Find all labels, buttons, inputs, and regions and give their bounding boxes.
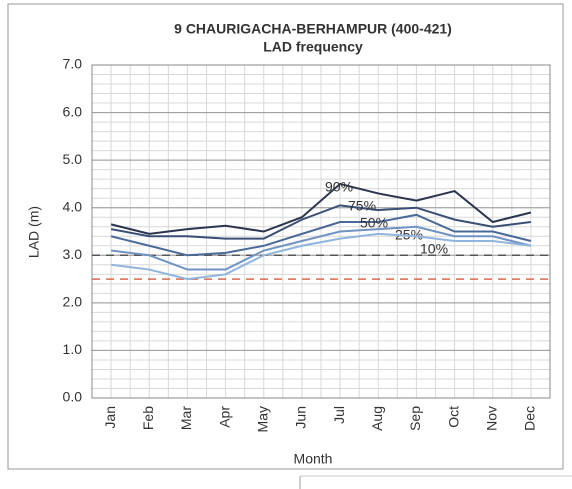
x-tick-label: Mar bbox=[178, 406, 194, 430]
y-tick-label: 3.0 bbox=[63, 246, 83, 262]
series-line bbox=[110, 204, 532, 240]
y-axis-label: LAD (m) bbox=[26, 206, 42, 258]
series-label: 10% bbox=[420, 241, 448, 257]
y-tick-label: 0.0 bbox=[63, 389, 83, 405]
series-line bbox=[110, 232, 532, 281]
x-tick-label: Feb bbox=[140, 406, 156, 430]
series-line bbox=[110, 213, 532, 257]
x-tick-label: Jul bbox=[331, 406, 347, 424]
x-tick-label: Jun bbox=[293, 406, 309, 429]
chart-subtitle: LAD frequency bbox=[263, 39, 363, 55]
series-line bbox=[110, 182, 532, 235]
x-tick-label: Dec bbox=[522, 406, 538, 431]
series-label: 75% bbox=[348, 198, 376, 214]
series-label: 25% bbox=[395, 227, 423, 243]
x-tick-label: Apr bbox=[216, 406, 232, 428]
x-tick-label: Nov bbox=[483, 406, 499, 431]
x-tick-label: May bbox=[254, 406, 270, 432]
x-tick-label: Aug bbox=[369, 406, 385, 431]
x-axis-label: Month bbox=[294, 451, 333, 467]
series-label: 90% bbox=[325, 179, 353, 195]
plot-border bbox=[91, 64, 551, 399]
y-tick-label: 5.0 bbox=[63, 151, 83, 167]
y-tick-label: 4.0 bbox=[63, 198, 83, 214]
x-tick-label: Oct bbox=[445, 406, 461, 428]
series-label: 50% bbox=[360, 215, 388, 231]
series-line bbox=[110, 225, 532, 271]
y-tick-label: 1.0 bbox=[63, 341, 83, 357]
y-tick-label: 6.0 bbox=[63, 103, 83, 119]
x-tick-label: Sep bbox=[407, 406, 423, 431]
y-tick-label: 2.0 bbox=[63, 294, 83, 310]
x-tick-label: Jan bbox=[102, 406, 118, 429]
chart-title: 9 CHAURIGACHA-BERHAMPUR (400-421) bbox=[174, 21, 452, 37]
y-tick-label: 7.0 bbox=[63, 56, 83, 72]
